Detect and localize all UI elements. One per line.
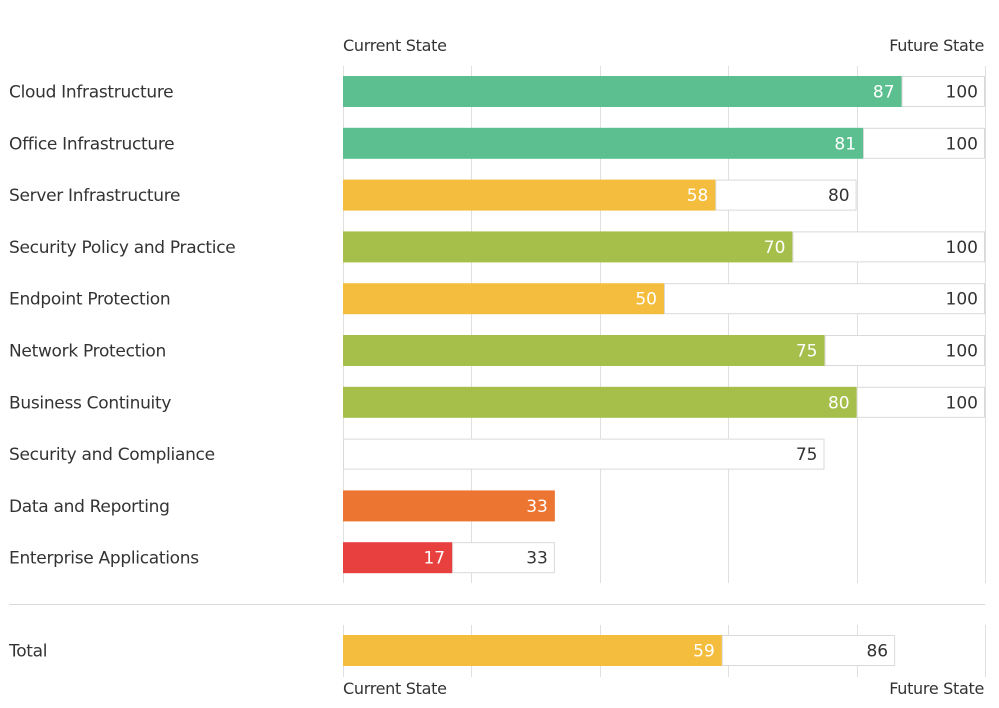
current-bar bbox=[343, 127, 864, 159]
current-bar bbox=[343, 542, 453, 574]
current-bar bbox=[343, 231, 793, 263]
category-label: Cloud Infrastructure bbox=[9, 83, 173, 103]
current-value-label: 80 bbox=[828, 393, 850, 413]
future-value-label: 80 bbox=[828, 186, 850, 206]
current-bar bbox=[343, 635, 722, 666]
future-value-label: 100 bbox=[946, 134, 978, 154]
future-value-label: 33 bbox=[526, 549, 548, 569]
current-value-label: 75 bbox=[796, 342, 818, 362]
footer-current-state: Current State bbox=[343, 679, 447, 698]
category-label: Server Infrastructure bbox=[9, 186, 180, 206]
header-current-state: Current State bbox=[343, 36, 447, 55]
category-label: Data and Reporting bbox=[9, 497, 170, 517]
category-label: Network Protection bbox=[9, 342, 166, 362]
future-value-label: 75 bbox=[796, 445, 818, 465]
current-value-label: 58 bbox=[687, 186, 709, 206]
future-value-label: 100 bbox=[946, 238, 978, 258]
future-bar bbox=[664, 283, 985, 315]
future-value-label: 100 bbox=[946, 290, 978, 310]
future-value-label: 100 bbox=[946, 342, 978, 362]
current-bar bbox=[343, 283, 664, 315]
current-value-label: 50 bbox=[635, 290, 657, 310]
future-value-label: 86 bbox=[866, 642, 888, 662]
current-value-label: 17 bbox=[423, 549, 445, 569]
future-bar bbox=[452, 542, 555, 574]
category-label: Office Infrastructure bbox=[9, 134, 174, 154]
current-value-label: 81 bbox=[834, 134, 856, 154]
category-label: Business Continuity bbox=[9, 393, 171, 413]
future-bar bbox=[715, 179, 857, 211]
category-label: Security Policy and Practice bbox=[9, 238, 235, 258]
current-value-label: 87 bbox=[873, 83, 895, 103]
current-value-label: 59 bbox=[693, 642, 715, 662]
future-value-label: 100 bbox=[946, 393, 978, 413]
future-bar bbox=[824, 335, 985, 366]
future-bar bbox=[856, 386, 985, 418]
category-label: Enterprise Applications bbox=[9, 549, 199, 569]
footer-future-state: Future State bbox=[889, 679, 984, 698]
future-bar bbox=[792, 231, 986, 263]
current-value-label: 70 bbox=[764, 238, 786, 258]
future-value-label: 100 bbox=[946, 83, 978, 103]
future-bar bbox=[721, 635, 896, 666]
header-future-state: Future State bbox=[889, 36, 984, 55]
current-bar bbox=[343, 490, 555, 522]
future-bar bbox=[901, 76, 985, 107]
category-label: Total bbox=[8, 642, 47, 662]
current-bar bbox=[343, 386, 857, 418]
future-bar bbox=[863, 127, 986, 159]
current-bar bbox=[343, 179, 716, 211]
category-label: Endpoint Protection bbox=[9, 290, 170, 310]
current-bar bbox=[343, 335, 825, 366]
current-bar bbox=[343, 76, 902, 107]
future-bar bbox=[343, 438, 825, 470]
category-label: Security and Compliance bbox=[9, 445, 215, 465]
current-value-label: 33 bbox=[526, 497, 548, 517]
